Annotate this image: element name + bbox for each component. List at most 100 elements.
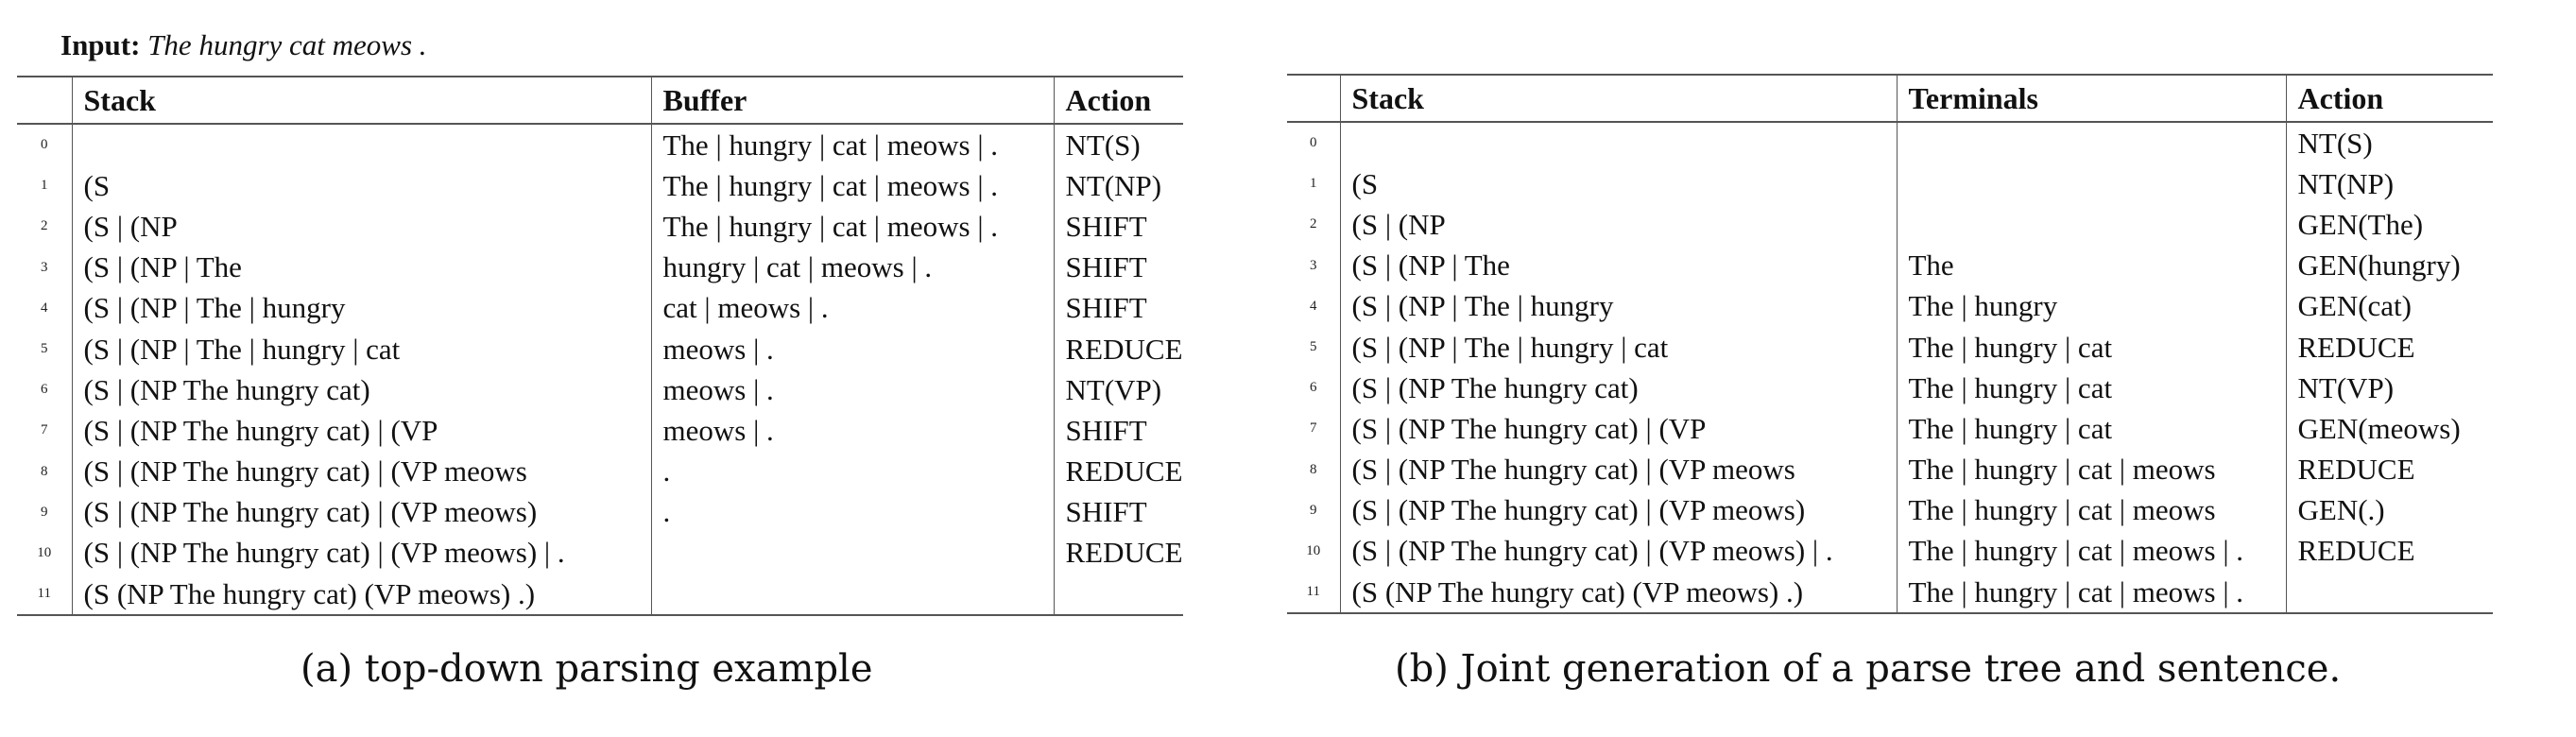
- buffer-cell: meows | .: [651, 369, 1055, 411]
- buffer-cell: [651, 574, 1055, 617]
- table-header-row: Stack Buffer Action: [17, 76, 1183, 125]
- table-row: 10 (S | (NP The hungry cat) | (VP meows) …: [1287, 530, 2493, 573]
- buffer-cell: .: [651, 491, 1055, 533]
- terminals-cell: [1897, 122, 2287, 164]
- action-cell: GEN(cat): [2297, 289, 2413, 323]
- table-header-row: Stack Terminals Action: [1287, 74, 2493, 123]
- stack-cell: (S (NP The hungry cat) (VP meows) .): [72, 574, 652, 617]
- table-row: 11 (S (NP The hungry cat) (VP meows) .) Th…: [1287, 572, 2493, 615]
- action-cell: GEN(The): [2297, 207, 2424, 241]
- table-row: 7 (S | (NP The hungry cat) | (VP The | hun…: [1287, 408, 2493, 450]
- table-row: 0 The | hungry | cat | meows | . NT(S): [17, 124, 1183, 166]
- terminals-cell: The | hungry | cat: [1897, 368, 2287, 409]
- buffer-cell: The | hungry | cat | meows | .: [651, 124, 1055, 166]
- table-row: 10 (S | (NP The hungry cat) | (VP meows) …: [17, 532, 1183, 574]
- terminals-cell: The | hungry | cat | meows: [1897, 449, 2287, 490]
- terminals-cell: The | hungry: [1897, 285, 2287, 327]
- table-row: 8 (S | (NP The hungry cat) | (VP meows. RE…: [17, 451, 1183, 492]
- input-sentence: The hungry cat meows .: [147, 28, 427, 61]
- stack-cell: [72, 124, 652, 166]
- step-number: 1: [1287, 163, 1341, 205]
- stack-cell: (S | (NP: [1340, 204, 1898, 246]
- stack-cell: (S: [1340, 163, 1898, 205]
- step-number: 9: [17, 491, 73, 533]
- stack-cell: (S | (NP | The: [72, 247, 652, 288]
- caption-a: (a) top-down parsing example: [301, 647, 873, 691]
- action-cell: GEN(meows): [2297, 411, 2461, 445]
- terminals-cell: The | hungry | cat | meows | .: [1897, 572, 2287, 615]
- action-cell: GEN(.): [2297, 493, 2385, 527]
- action-cell: REDUCE: [2297, 453, 2415, 487]
- table-row: 2 (S | (NP The | hungry | cat | meows | . S…: [17, 206, 1183, 248]
- action-cell: NT(S): [1065, 128, 1141, 162]
- stack-cell: (S | (NP | The: [1340, 245, 1898, 286]
- table-b-body: 0 NT(S) 1 (S NT(NP) 2 (S | (NP GEN(The) 3 (S | (N…: [1287, 122, 2493, 615]
- table-row: 8 (S | (NP The hungry cat) | (VP meows The…: [1287, 449, 2493, 490]
- action-cell: SHIFT: [1065, 250, 1147, 284]
- table-row: 9 (S | (NP The hungry cat) | (VP meows) Th…: [1287, 489, 2493, 531]
- terminals-cell: [1897, 204, 2287, 246]
- action-cell: NT(VP): [1065, 372, 1162, 406]
- step-number: 5: [17, 328, 73, 370]
- table-row: 1 (S The | hungry | cat | meows | . NT(NP): [17, 165, 1183, 207]
- stack-cell: (S | (NP | The | hungry | cat: [1340, 326, 1898, 368]
- step-number: 9: [1287, 489, 1341, 531]
- step-number: 4: [17, 287, 73, 329]
- stack-cell: (S (NP The hungry cat) (VP meows) .): [1340, 572, 1898, 615]
- caption-b: (b) Joint generation of a parse tree and…: [1395, 647, 2342, 691]
- stack-cell: (S: [72, 165, 652, 207]
- table-row: 6 (S | (NP The hungry cat) meows | . NT(VP): [17, 369, 1183, 411]
- terminals-cell: [1897, 163, 2287, 205]
- action-cell: NT(VP): [2297, 370, 2395, 404]
- step-number: 3: [1287, 245, 1341, 286]
- table-a-body: 0 The | hungry | cat | meows | . NT(S) 1 (S T…: [17, 124, 1183, 617]
- buffer-cell: The | hungry | cat | meows | .: [651, 165, 1055, 207]
- terminals-cell: The | hungry | cat | meows: [1897, 489, 2287, 531]
- stack-cell: (S | (NP The hungry cat) | (VP meows): [1340, 489, 1898, 531]
- stack-cell: (S | (NP The hungry cat) | (VP: [72, 410, 652, 452]
- header-action: Action: [2286, 74, 2493, 123]
- header-step: [17, 76, 73, 125]
- terminals-cell: The | hungry | cat: [1897, 326, 2287, 368]
- header-buffer: Buffer: [651, 76, 1055, 125]
- table-row: 3 (S | (NP | The hungry | cat | meows | . S…: [17, 247, 1183, 288]
- action-cell: NT(NP): [1065, 168, 1162, 202]
- stack-cell: (S | (NP The hungry cat) | (VP meows): [72, 491, 652, 533]
- step-number: 8: [1287, 449, 1341, 490]
- step-number: 11: [17, 574, 73, 617]
- stack-cell: (S | (NP The hungry cat) | (VP meows) | …: [1340, 530, 1898, 573]
- action-cell: REDUCE: [1065, 536, 1183, 570]
- stack-cell: (S | (NP | The | hungry | cat: [72, 328, 652, 370]
- table-row: 5 (S | (NP | The | hungry | cat The | hung…: [1287, 326, 2493, 368]
- stack-cell: (S | (NP The hungry cat) | (VP meows) | …: [72, 532, 652, 574]
- buffer-cell: The | hungry | cat | meows | .: [651, 206, 1055, 248]
- input-sentence-line: Input: The hungry cat meows .: [60, 26, 427, 64]
- step-number: 2: [17, 206, 73, 248]
- stack-cell: [1340, 122, 1898, 164]
- header-step: [1287, 74, 1341, 123]
- table-row: 4 (S | (NP | The | hungry cat | meows | . S…: [17, 287, 1183, 329]
- step-number: 6: [1287, 368, 1341, 409]
- buffer-cell: hungry | cat | meows | .: [651, 247, 1055, 288]
- stack-cell: (S | (NP The hungry cat): [1340, 368, 1898, 409]
- input-label: Input:: [60, 28, 141, 61]
- step-number: 6: [17, 369, 73, 411]
- header-terminals: Terminals: [1897, 74, 2287, 123]
- action-cell: GEN(hungry): [2297, 249, 2461, 283]
- table-row: 6 (S | (NP The hungry cat) The | hungry | …: [1287, 368, 2493, 409]
- action-cell: REDUCE: [1065, 332, 1183, 366]
- step-number: 0: [1287, 122, 1341, 164]
- action-cell: [2286, 572, 2493, 615]
- action-cell: REDUCE: [2297, 330, 2415, 364]
- stack-cell: (S | (NP The hungry cat) | (VP meows: [1340, 449, 1898, 490]
- terminals-cell: The: [1897, 245, 2287, 286]
- header-action: Action: [1054, 76, 1183, 125]
- table-row: 1 (S NT(NP): [1287, 163, 2493, 205]
- buffer-cell: [651, 532, 1055, 574]
- table-row: 4 (S | (NP | The | hungry The | hungry GEN(…: [1287, 285, 2493, 327]
- top-down-parsing-table: Stack Buffer Action 0 The | hungry | cat …: [17, 76, 1183, 617]
- step-number: 8: [17, 451, 73, 492]
- step-number: 3: [17, 247, 73, 288]
- joint-generation-table: Stack Terminals Action 0 NT(S) 1 (S NT(NP) 2(…: [1287, 74, 2493, 615]
- stack-cell: (S | (NP The hungry cat) | (VP meows: [72, 451, 652, 492]
